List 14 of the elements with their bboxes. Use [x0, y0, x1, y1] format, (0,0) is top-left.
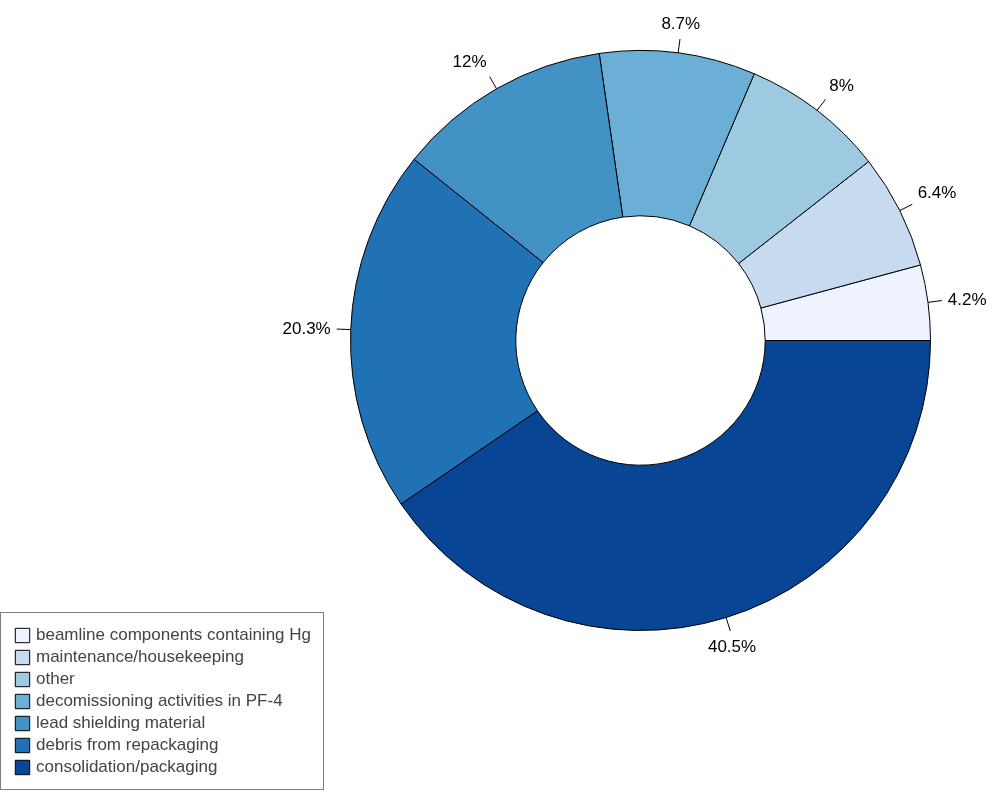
data-label: 20.3% — [282, 319, 331, 339]
legend-label: lead shielding material — [36, 713, 206, 733]
legend-label: debris from repackaging — [36, 735, 219, 755]
legend-label: consolidation/packaging — [36, 757, 218, 777]
legend-label: other — [36, 669, 75, 689]
data-label: 6.4% — [917, 182, 957, 202]
legend-label: beamline components containing Hg — [36, 625, 312, 645]
data-label: 8.7% — [661, 14, 701, 34]
legend-label: decomissioning activities in PF-4 — [36, 691, 283, 711]
data-label: 8% — [829, 75, 854, 95]
data-label: 40.5% — [707, 636, 757, 656]
data-label: 4.2% — [947, 290, 987, 310]
legend-label: maintenance/housekeeping — [36, 647, 244, 667]
data-label: 12% — [452, 52, 487, 72]
